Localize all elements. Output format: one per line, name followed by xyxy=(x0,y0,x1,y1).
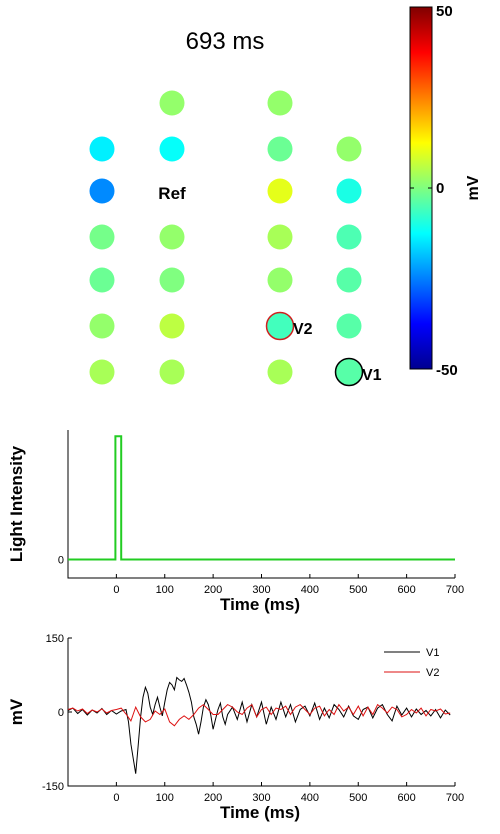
xtick-label: 700 xyxy=(446,792,464,804)
xtick-label: 500 xyxy=(349,584,367,596)
xtick-label: 200 xyxy=(204,792,222,804)
ytick-label: -150 xyxy=(42,781,64,793)
xtick-label: 300 xyxy=(252,792,270,804)
electrode-r6c4 xyxy=(336,313,362,339)
xtick-label: 400 xyxy=(301,792,319,804)
electrode-r2c1 xyxy=(89,136,115,162)
xtick-label: 600 xyxy=(397,792,415,804)
colorbar: 50 0 -50 mV xyxy=(409,3,482,379)
electrode-r3c1 xyxy=(89,178,115,204)
electrode-r1c3 xyxy=(267,90,293,116)
colorbar-unit-label: mV xyxy=(465,175,482,200)
electrode-label-v2: V2 xyxy=(293,321,313,338)
colorbar-min-label: -50 xyxy=(436,362,458,379)
electrode-label-v1: V1 xyxy=(362,367,382,384)
electrode-grid: V2 V1 xyxy=(89,90,382,387)
light-xlabel: Time (ms) xyxy=(220,595,300,614)
voltage-ticks: 0 100 200 300 400 500 600 700 150 0 -150 xyxy=(42,633,464,804)
light-lines xyxy=(68,435,455,561)
xtick-label: 0 xyxy=(113,792,119,804)
electrode-r3c4 xyxy=(336,178,362,204)
voltage-xlabel: Time (ms) xyxy=(220,803,300,822)
series-line-light-0 xyxy=(68,435,455,561)
xtick-label: 700 xyxy=(446,584,464,596)
light-ticks: 0 100 200 300 400 500 600 700 0 xyxy=(58,555,464,597)
electrode-r5c4 xyxy=(336,267,362,293)
electrode-r5c1 xyxy=(89,267,115,293)
electrode-r5c2 xyxy=(159,267,185,293)
electrode-r6c1 xyxy=(89,313,115,339)
ytick-label: 0 xyxy=(58,707,64,719)
voltage-chart: 0 100 200 300 400 500 600 700 150 0 -150 Time (ms)… xyxy=(7,633,464,822)
xtick-label: 600 xyxy=(397,584,415,596)
light-intensity-chart: 0 100 200 300 400 500 600 700 0 Time (ms) Light … xyxy=(7,430,464,614)
voltage-ylabel: mV xyxy=(7,698,26,725)
xtick-label: 200 xyxy=(204,584,222,596)
electrode-r2c2 xyxy=(159,136,185,162)
series-line-v2 xyxy=(67,703,451,727)
electrode-r3c3 xyxy=(267,178,293,204)
xtick-label: 100 xyxy=(156,792,174,804)
electrode-r7c3 xyxy=(267,359,293,385)
ref-label: Ref xyxy=(158,184,186,203)
legend-v1-label: V1 xyxy=(426,647,439,659)
electrode-r1c2 xyxy=(159,90,185,116)
electrode-r6c3 xyxy=(265,311,295,341)
xtick-label: 100 xyxy=(156,584,174,596)
electrode-r4c3 xyxy=(267,224,293,250)
legend-v2-label: V2 xyxy=(426,667,439,679)
ytick-label: 0 xyxy=(58,555,64,567)
electrode-r4c1 xyxy=(89,224,115,250)
colorbar-max-label: 50 xyxy=(436,3,453,20)
voltage-lines xyxy=(67,676,451,774)
electrode-r4c2 xyxy=(159,224,185,250)
electrode-r2c4 xyxy=(336,136,362,162)
xtick-label: 500 xyxy=(349,792,367,804)
xtick-label: 0 xyxy=(113,584,119,596)
electrode-r6c2 xyxy=(159,313,185,339)
electrode-r5c3 xyxy=(267,267,293,293)
colorbar-mid-label: 0 xyxy=(436,180,444,197)
electrode-r2c3 xyxy=(267,136,293,162)
light-ylabel: Light Intensity xyxy=(7,445,26,562)
electrode-r7c2 xyxy=(159,359,185,385)
xtick-label: 300 xyxy=(252,584,270,596)
electrode-r7c1 xyxy=(89,359,115,385)
electrode-r4c4 xyxy=(336,224,362,250)
ytick-label: 150 xyxy=(46,633,64,645)
electrode-r7c4 xyxy=(334,357,364,387)
frame-time-title: 693 ms xyxy=(186,28,265,55)
series-line-v1 xyxy=(67,676,451,774)
voltage-legend: V1 V2 xyxy=(384,647,439,679)
light-axes xyxy=(67,430,455,579)
xtick-label: 400 xyxy=(301,584,319,596)
